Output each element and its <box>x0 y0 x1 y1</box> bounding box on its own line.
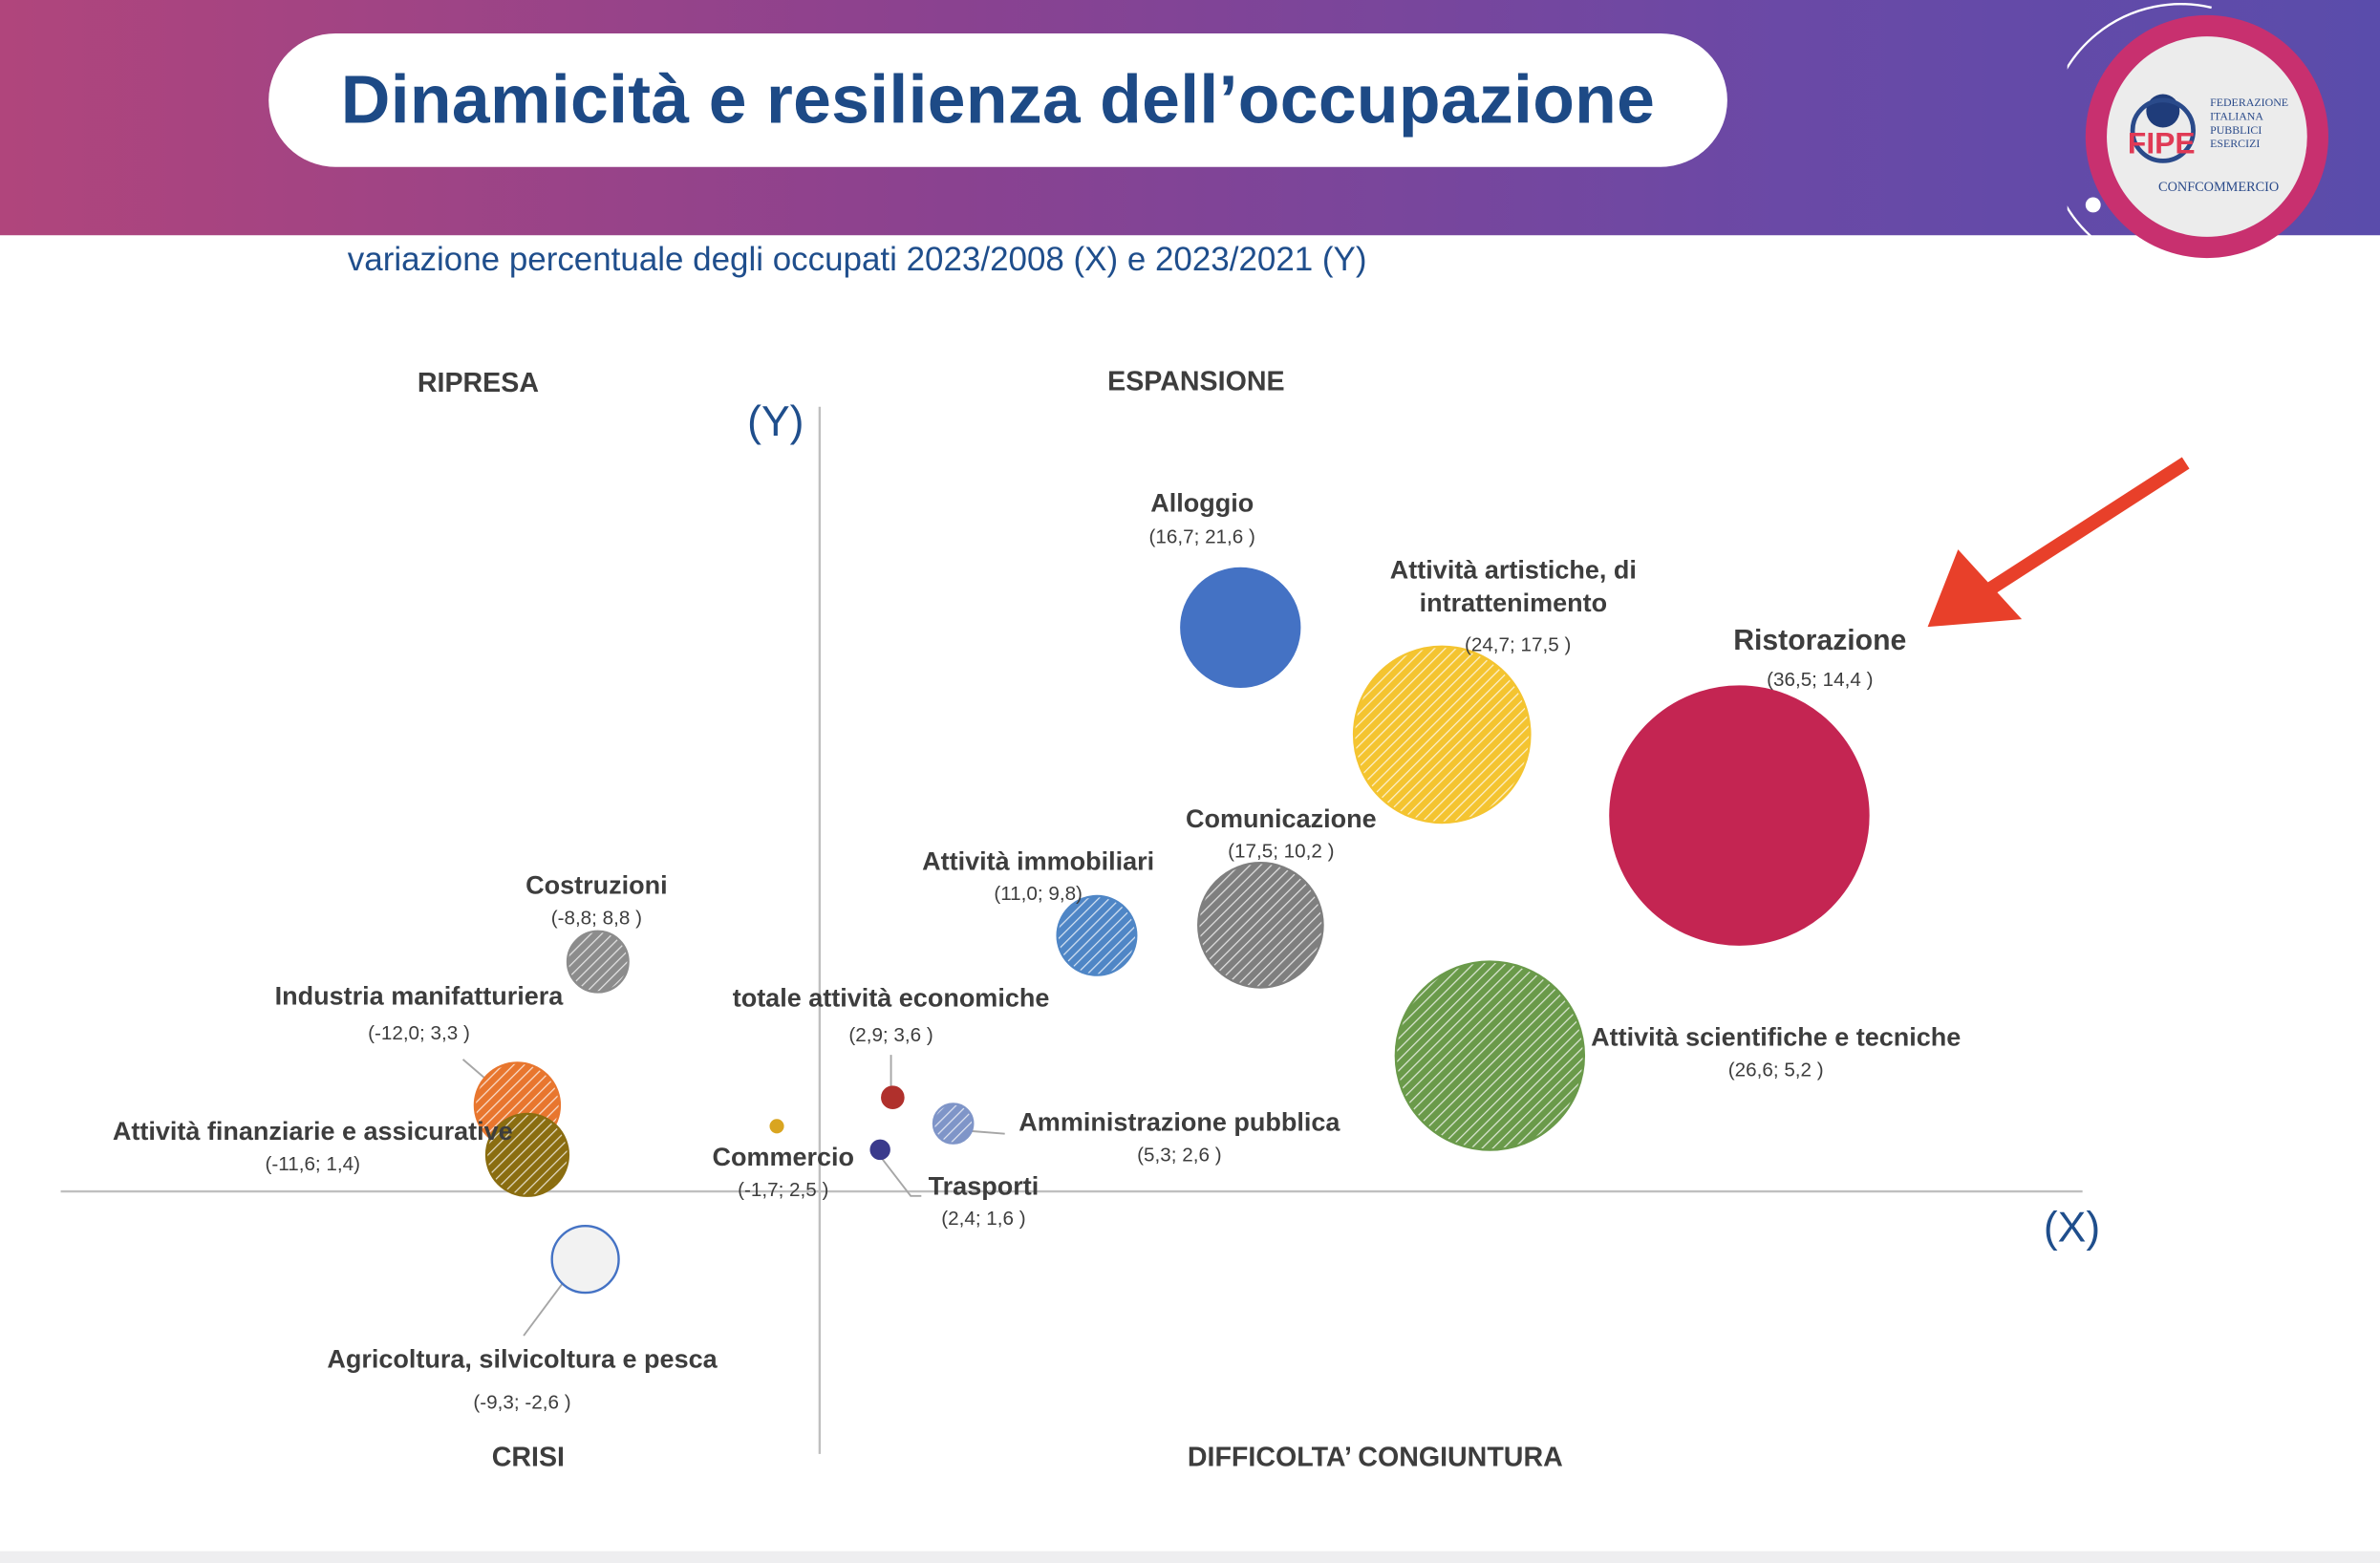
svg-text:PUBBLICI: PUBBLICI <box>2210 123 2262 137</box>
bubble-value-label: (5,3; 2,6 ) <box>1137 1143 1222 1167</box>
quadrant-crisi: CRISI <box>491 1442 565 1472</box>
bubble-name-label: Attività scientifiche e tecniche <box>1591 1022 1962 1052</box>
bubble-name-label: Costruzioni <box>525 870 668 901</box>
bubble-name-label: Agricoltura, silvicoltura e pesca <box>327 1344 718 1374</box>
bubble-name-label: Amministrazione pubblica <box>1018 1107 1340 1137</box>
bubble-value-label: (24,7; 17,5 ) <box>1464 632 1572 656</box>
y-axis-label: (Y) <box>747 397 804 445</box>
page-title: Dinamicità e resilienza dell’occupazione <box>340 60 1656 139</box>
svg-text:FIPE: FIPE <box>2128 125 2196 160</box>
bubble-name-label: Commercio <box>712 1143 855 1172</box>
bubble-name-label: Industria manifatturiera <box>274 981 564 1012</box>
title-pill: Dinamicità e resilienza dell’occupazione <box>268 32 1727 167</box>
bubble-amministrazione-pubblica <box>932 1103 975 1145</box>
svg-text:CONFCOMMERCIO: CONFCOMMERCIO <box>2158 180 2279 195</box>
bubble-name-label: totale attività economiche <box>732 983 1050 1013</box>
bubble-costruzioni <box>566 930 630 994</box>
red-arrow-annotation <box>1927 457 2190 628</box>
bubble-trasporti <box>869 1139 890 1161</box>
bubble-value-label: (26,6; 5,2 ) <box>1727 1058 1824 1081</box>
chart-subtitle: variazione percentuale degli occupati 20… <box>347 240 1367 278</box>
bubble-comunicazione <box>1197 862 1324 989</box>
svg-text:FEDERAZIONE: FEDERAZIONE <box>2210 96 2288 109</box>
footer-strip <box>0 1551 2380 1563</box>
bubble-value-label: (-9,3; -2,6 ) <box>473 1390 571 1414</box>
bubble-attivit-immobiliari <box>1056 894 1138 976</box>
quadrant-difficolta: DIFFICOLTA’ CONGIUNTURA <box>1187 1442 1563 1472</box>
svg-text:ESERCIZI: ESERCIZI <box>2210 137 2260 150</box>
bubble-name-label: Ristorazione <box>1733 625 1907 657</box>
bubble-attivit-scientifiche-e-tecniche <box>1394 960 1586 1151</box>
bubble-value-label: (-11,6; 1,4) <box>265 1151 361 1175</box>
bubble-agricoltura-silvicoltura-e-pesca <box>550 1224 620 1295</box>
bubble-value-label: (16,7; 21,6 ) <box>1148 525 1255 548</box>
bubble-name-label: Trasporti <box>928 1171 1040 1201</box>
quadrant-espansione: ESPANSIONE <box>1107 365 1285 396</box>
bubble-name-label: Alloggio <box>1150 488 1254 518</box>
bubble-attivit-finanziarie-e-assicurative <box>484 1112 570 1197</box>
bubble-name-label: Attività immobiliari <box>922 846 1155 876</box>
bubble-value-label: (11,0; 9,8) <box>994 882 1083 905</box>
bubble-ristorazione <box>1609 685 1870 946</box>
bubble-value-label: (2,4; 1,6 ) <box>941 1206 1026 1230</box>
bubble-value-label: (2,9; 3,6 ) <box>848 1022 933 1046</box>
svg-text:ITALIANA: ITALIANA <box>2210 110 2263 123</box>
x-axis-label: (X) <box>2043 1203 2101 1252</box>
bubble-value-label: (-1,7; 2,5 ) <box>738 1177 829 1201</box>
bubble-attivit-artistiche-di-intrattenimento <box>1352 645 1532 824</box>
bubble-value-label: (17,5; 10,2 ) <box>1228 839 1335 863</box>
bubble-totale-attivit-economiche <box>881 1085 905 1110</box>
bubble-value-label: (-8,8; 8,8 ) <box>550 906 642 930</box>
bubble-name-label: Comunicazione <box>1186 803 1377 834</box>
bubble-name-label: Attività finanziarie e assicurative <box>112 1117 513 1146</box>
bubble-value-label: (36,5; 14,4 ) <box>1767 668 1874 691</box>
bubble-value-label: (-12,0; 3,3 ) <box>368 1021 470 1044</box>
quadrant-ripresa: RIPRESA <box>417 367 539 398</box>
fipe-logo: FIPE FEDERAZIONE ITALIANA PUBBLICI ESERC… <box>2067 3 2328 273</box>
bubble-alloggio <box>1180 567 1301 689</box>
bubble-commercio <box>769 1119 784 1134</box>
bubble-name-label: Attività artistiche, di intrattenimento <box>1389 555 1637 618</box>
